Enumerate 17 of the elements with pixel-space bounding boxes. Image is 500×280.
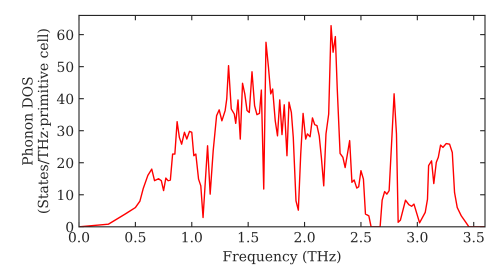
x-tick-label: 1.0 xyxy=(182,232,202,242)
x-axis-title: Frequency (THz) xyxy=(223,250,340,264)
y-tick-label: 0 xyxy=(66,222,74,232)
y-axis-title: Phonon DOS (States/THz·primitive cell) xyxy=(22,29,51,213)
x-tick-label: 0.0 xyxy=(68,232,90,242)
x-tick-label: 2.0 xyxy=(294,232,315,242)
y-tick-label: 10 xyxy=(58,190,74,200)
x-tick-label: 3.5 xyxy=(464,232,484,242)
y-tick-label: 50 xyxy=(58,62,74,72)
y-tick-label: 60 xyxy=(57,30,74,40)
x-tick-label: 2.5 xyxy=(350,232,371,242)
y-tick-label: 20 xyxy=(57,158,74,168)
x-tick-label: 0.5 xyxy=(125,232,146,242)
y-tick-label: 30 xyxy=(58,126,74,136)
y-tick-label: 40 xyxy=(56,94,74,104)
x-tick-label: 1.5 xyxy=(238,232,258,242)
x-tick-label: 3.0 xyxy=(407,232,428,242)
